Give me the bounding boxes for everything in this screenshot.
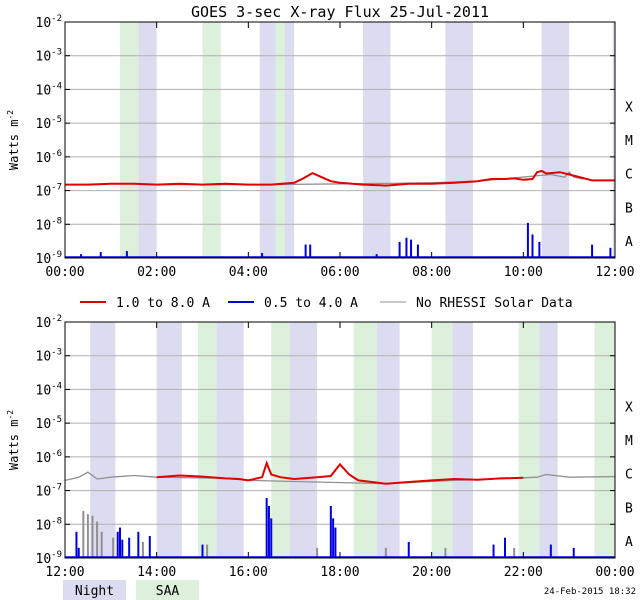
x-tick-label: 00:00 xyxy=(45,265,84,280)
x-tick-label: 02:00 xyxy=(137,265,176,280)
night-band xyxy=(445,22,473,258)
saa-band xyxy=(120,22,139,258)
y-axis-title: Watts m-2 xyxy=(6,410,21,470)
flare-class-label: X xyxy=(625,400,633,415)
y-tick-label: 10-4 xyxy=(36,381,63,398)
x-tick-label: 12:00 xyxy=(595,265,634,280)
saa-key-box xyxy=(136,580,199,600)
flare-class-label: C xyxy=(625,168,633,183)
night-key-label: Night xyxy=(75,584,114,599)
flare-class-label: M xyxy=(625,434,633,449)
y-tick-label: 10-4 xyxy=(36,81,63,98)
flare-class-label: B xyxy=(625,201,633,216)
saa-band xyxy=(202,22,221,258)
y-tick-label: 10-2 xyxy=(36,14,63,31)
night-band xyxy=(216,322,244,558)
x-tick-label: 16:00 xyxy=(229,565,268,580)
y-tick-label: 10-2 xyxy=(36,314,63,331)
y-tick-label: 10-7 xyxy=(36,483,63,500)
night-band xyxy=(259,22,276,258)
flare-class-label: B xyxy=(625,501,633,516)
y-tick-label: 10-8 xyxy=(36,516,63,533)
night-band xyxy=(138,22,157,258)
x-tick-label: 12:00 xyxy=(45,565,84,580)
x-tick-label: 22:00 xyxy=(504,565,543,580)
y-tick-label: 10-6 xyxy=(36,449,63,466)
y-tick-label: 10-6 xyxy=(36,149,63,166)
legend-label: 0.5 to 4.0 A xyxy=(264,296,358,311)
saa-band xyxy=(353,322,377,558)
night-band xyxy=(541,22,570,258)
saa-key-label: SAA xyxy=(156,584,180,599)
saa-band xyxy=(594,322,615,558)
legend-label: 1.0 to 8.0 A xyxy=(116,296,210,311)
x-tick-label: 04:00 xyxy=(229,265,268,280)
flare-class-label: A xyxy=(625,235,633,250)
night-key-box xyxy=(63,580,126,600)
y-tick-label: 10-8 xyxy=(36,216,63,233)
x-tick-label: 14:00 xyxy=(137,565,176,580)
y-tick-label: 10-5 xyxy=(36,115,63,132)
flare-class-label: A xyxy=(625,535,633,550)
y-tick-label: 10-5 xyxy=(36,415,63,432)
night-band xyxy=(376,322,400,558)
saa-band xyxy=(518,322,540,558)
y-tick-label: 10-9 xyxy=(36,550,63,567)
flare-class-label: M xyxy=(625,134,633,149)
saa-band xyxy=(431,322,453,558)
x-tick-label: 10:00 xyxy=(504,265,543,280)
y-axis-title: Watts m-2 xyxy=(6,110,21,170)
saa-band xyxy=(271,322,290,558)
x-tick-label: 06:00 xyxy=(320,265,359,280)
series-line xyxy=(65,169,615,187)
night-band xyxy=(362,22,391,258)
series-line xyxy=(156,460,524,485)
y-tick-label: 10-7 xyxy=(36,183,63,200)
chart-title: GOES 3-sec X-ray Flux 25-Jul-2011 xyxy=(191,3,489,21)
flare-class-label: X xyxy=(625,100,633,115)
saa-band xyxy=(197,322,217,558)
timestamp: 24-Feb-2015 18:32 xyxy=(544,587,636,597)
night-band xyxy=(612,22,615,258)
flare-class-label: C xyxy=(625,468,633,483)
legend-label: No RHESSI Solar Data xyxy=(416,296,573,311)
night-band xyxy=(539,322,558,558)
x-tick-label: 20:00 xyxy=(412,565,451,580)
y-tick-label: 10-3 xyxy=(36,48,63,65)
x-tick-label: 18:00 xyxy=(320,565,359,580)
night-band xyxy=(285,22,295,258)
y-tick-label: 10-9 xyxy=(36,250,63,267)
x-tick-label: 00:00 xyxy=(595,565,634,580)
night-band xyxy=(289,322,318,558)
x-tick-label: 08:00 xyxy=(412,265,451,280)
night-band xyxy=(90,322,116,558)
saa-band xyxy=(275,22,285,258)
y-tick-label: 10-3 xyxy=(36,348,63,365)
night-band xyxy=(156,322,182,558)
night-band xyxy=(452,322,473,558)
